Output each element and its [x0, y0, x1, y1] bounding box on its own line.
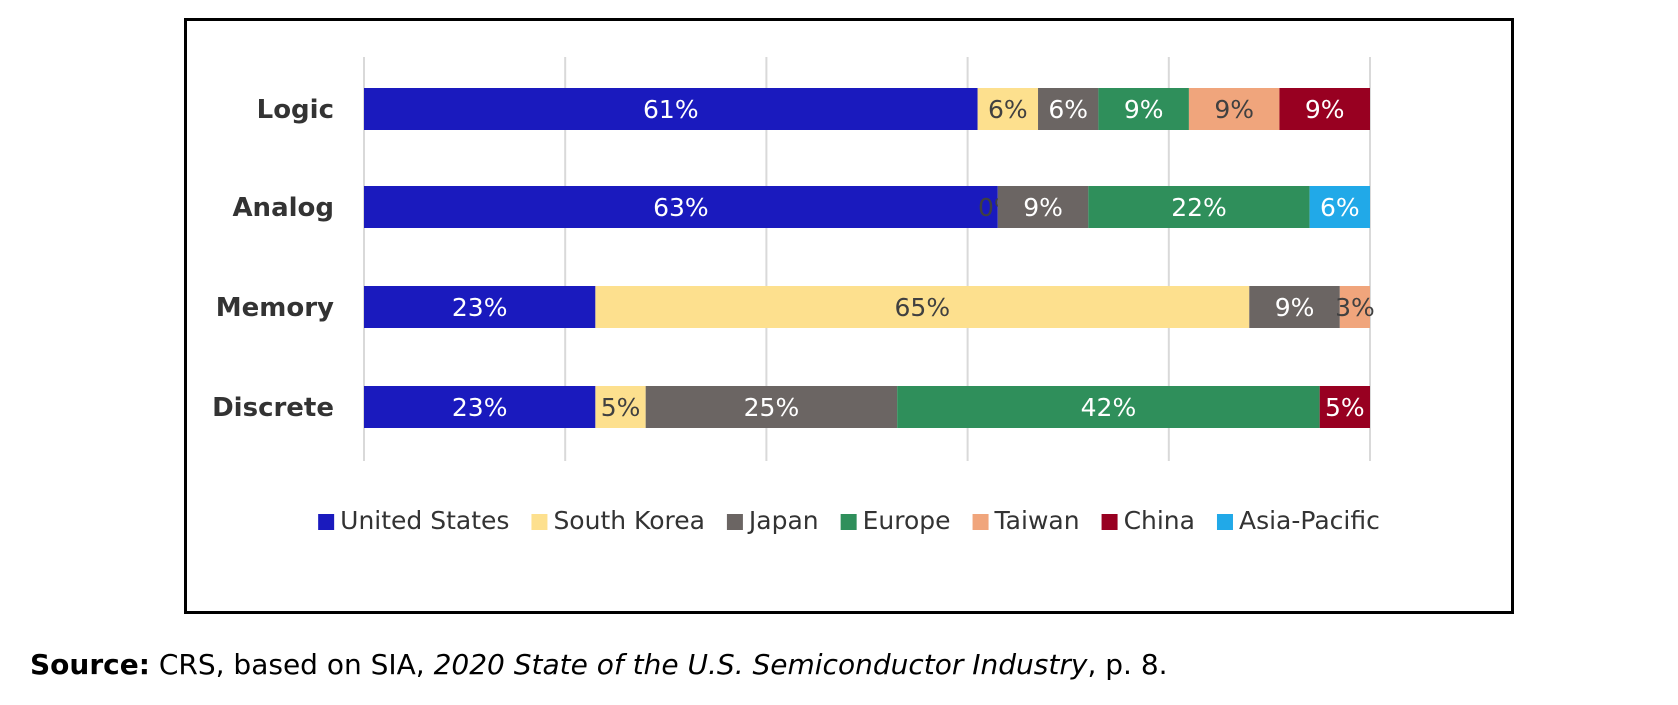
source-note: Source: CRS, based on SIA, 2020 State of…: [30, 648, 1168, 681]
legend-label: China: [1124, 506, 1195, 535]
data-label: 42%: [1081, 393, 1137, 422]
legend-swatch: [840, 514, 857, 530]
bar-segment: [364, 286, 596, 328]
legend-swatch: [318, 514, 335, 530]
source-label: Source:: [30, 648, 150, 681]
bar-segment: [1188, 88, 1280, 130]
category-label-logic: Logic: [257, 95, 334, 125]
bar-segment: [1098, 88, 1189, 130]
data-label: 9%: [1275, 293, 1315, 322]
data-label: 9%: [1305, 95, 1345, 124]
category-label-analog: Analog: [232, 193, 334, 223]
data-label: 25%: [744, 393, 800, 422]
legend-swatch: [531, 514, 548, 530]
source-text-after: , p. 8.: [1087, 648, 1168, 681]
data-label: 6%: [1320, 193, 1360, 222]
bar-segment: [1088, 186, 1310, 228]
bar-segment: [977, 88, 1039, 130]
data-label: 9%: [1023, 193, 1063, 222]
legend-swatch: [726, 514, 743, 530]
legend-label: Europe: [863, 506, 951, 535]
data-label: 9%: [1214, 95, 1254, 124]
legend-swatch: [1216, 514, 1233, 530]
stacked-bar-chart: Logic61%6%6%9%9%9%Analog63%0%9%22%6%Memo…: [212, 57, 1380, 535]
bar-segment: [364, 88, 978, 130]
source-text-before: CRS, based on SIA,: [149, 648, 434, 681]
data-label: 63%: [653, 193, 709, 222]
bar-segment: [645, 386, 898, 428]
data-label: 6%: [1048, 95, 1088, 124]
data-label: 23%: [452, 293, 508, 322]
legend-swatch: [972, 514, 989, 530]
data-label: 3%: [1335, 293, 1375, 322]
legend-label: Asia-Pacific: [1239, 506, 1380, 535]
bar-segment: [595, 386, 646, 428]
bar-segment: [897, 386, 1320, 428]
data-label: 6%: [988, 95, 1028, 124]
category-label-discrete: Discrete: [212, 393, 334, 423]
bar-segment: [1339, 286, 1370, 328]
bar-segment: [364, 186, 998, 228]
legend-label: United States: [340, 506, 509, 535]
category-label-memory: Memory: [216, 293, 334, 323]
data-label: 5%: [601, 393, 641, 422]
source-title: 2020 State of the U.S. Semiconductor Ind…: [433, 648, 1088, 681]
data-label: 9%: [1124, 95, 1164, 124]
legend-swatch: [1101, 514, 1118, 530]
bar-segment: [1309, 186, 1370, 228]
bar-segment: [997, 186, 1089, 228]
chart-frame: Logic61%6%6%9%9%9%Analog63%0%9%22%6%Memo…: [184, 18, 1514, 614]
bar-segment: [595, 286, 1250, 328]
bar-segment: [1319, 386, 1370, 428]
legend-label: Taiwan: [994, 506, 1080, 535]
data-label: 23%: [452, 393, 508, 422]
legend-label: South Korea: [553, 506, 704, 535]
data-label: 5%: [1325, 393, 1365, 422]
bar-segment: [1279, 88, 1370, 130]
data-label: 61%: [643, 95, 699, 124]
legend-label: Japan: [747, 506, 819, 535]
data-label: 22%: [1171, 193, 1227, 222]
data-label: 65%: [895, 293, 951, 322]
bar-segment: [1249, 286, 1340, 328]
bar-segment: [364, 386, 596, 428]
bar-segment: [1038, 88, 1099, 130]
